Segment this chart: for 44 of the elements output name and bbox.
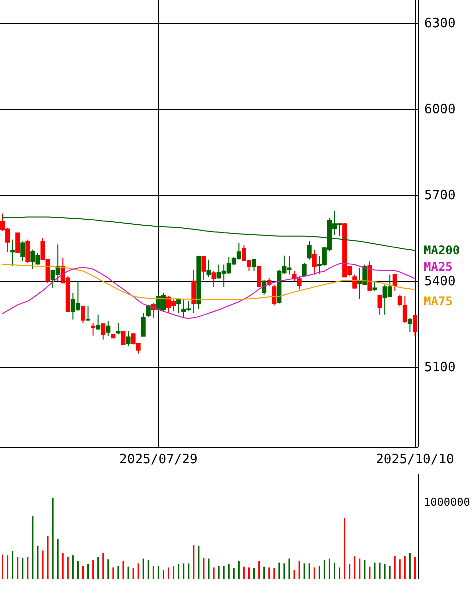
- candlestick: [372, 280, 378, 292]
- candlestick: [307, 241, 312, 260]
- y-tick-label: 5700: [424, 188, 456, 204]
- candlestick: [86, 306, 91, 321]
- candlestick: [101, 322, 106, 340]
- candlestick: [80, 306, 86, 324]
- y-tick-label: 5400: [424, 274, 456, 290]
- candlestick: [252, 259, 257, 272]
- candlestick: [176, 298, 182, 314]
- candlestick: [141, 312, 146, 337]
- candlestick: [91, 322, 96, 336]
- candlestick: [206, 259, 212, 278]
- candlestick: [378, 294, 382, 316]
- candlestick: [302, 262, 307, 278]
- series-label: MA200: [424, 244, 460, 258]
- candlestick: [116, 322, 121, 336]
- candlestick: [192, 269, 196, 314]
- candlestick: [106, 320, 111, 337]
- y-tick-label: 6000: [424, 102, 456, 118]
- y-tick-label: 5100: [424, 360, 456, 376]
- x-tick-label: 2025/07/29: [120, 452, 198, 468]
- candlestick: [202, 256, 206, 280]
- line-series: [2, 216, 416, 252]
- candlestick: [212, 270, 216, 288]
- candlestick: [392, 273, 398, 292]
- candlestick: [408, 318, 412, 333]
- text: 1000000: [424, 496, 470, 509]
- candlestick: [262, 279, 267, 296]
- series-label: MA25: [424, 260, 453, 274]
- line-series: [2, 263, 416, 320]
- x-tick-label: 2025/10/10: [376, 452, 454, 468]
- candlestick: [272, 284, 277, 306]
- candlestick: [20, 241, 26, 262]
- y-tick-label: 6300: [424, 16, 456, 32]
- candlestick: [96, 314, 101, 330]
- candlestick: [121, 331, 126, 346]
- candlestick: [10, 239, 16, 267]
- candlestick: [412, 314, 418, 337]
- candlestick: [126, 331, 131, 347]
- series-label: MA75: [424, 294, 453, 309]
- candlestick: [16, 232, 20, 254]
- candlestick: [26, 239, 30, 264]
- candlestick: [257, 266, 262, 288]
- candlestick: [312, 249, 317, 276]
